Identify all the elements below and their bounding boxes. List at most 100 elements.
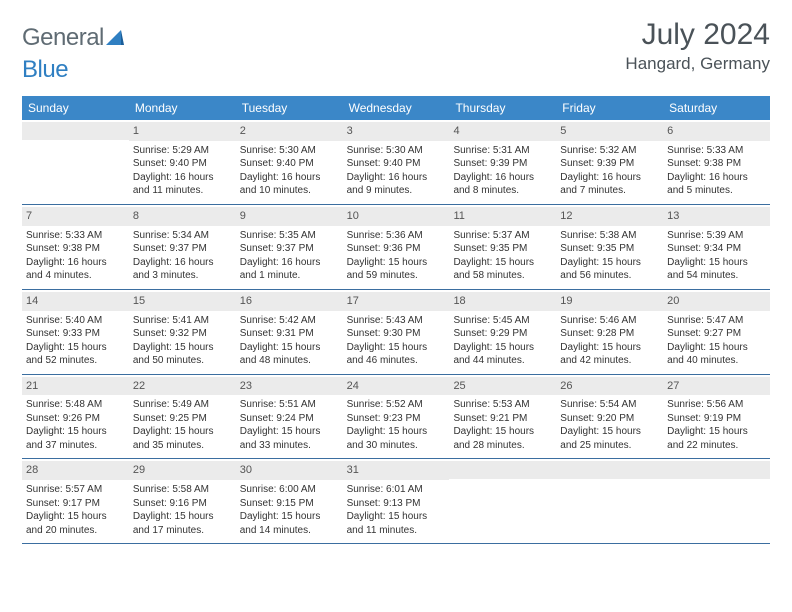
weeks-container: 1Sunrise: 5:29 AMSunset: 9:40 PMDaylight… <box>22 120 770 544</box>
sunset-text: Sunset: 9:21 PM <box>453 412 552 426</box>
day-cell <box>556 459 663 543</box>
sunset-text: Sunset: 9:28 PM <box>560 327 659 341</box>
daylight-text: Daylight: 15 hours and 58 minutes. <box>453 256 552 283</box>
sunrise-text: Sunrise: 5:53 AM <box>453 398 552 412</box>
sunrise-text: Sunrise: 5:30 AM <box>240 144 339 158</box>
day-cell: 7Sunrise: 5:33 AMSunset: 9:38 PMDaylight… <box>22 205 129 289</box>
day-number: 17 <box>343 292 450 311</box>
day-number: 11 <box>449 207 556 226</box>
daylight-text: Daylight: 15 hours and 28 minutes. <box>453 425 552 452</box>
sunset-text: Sunset: 9:35 PM <box>560 242 659 256</box>
day-cell: 9Sunrise: 5:35 AMSunset: 9:37 PMDaylight… <box>236 205 343 289</box>
dayhead-thursday: Thursday <box>449 96 556 120</box>
sunset-text: Sunset: 9:33 PM <box>26 327 125 341</box>
day-number: 9 <box>236 207 343 226</box>
daylight-text: Daylight: 15 hours and 35 minutes. <box>133 425 232 452</box>
day-cell: 2Sunrise: 5:30 AMSunset: 9:40 PMDaylight… <box>236 120 343 204</box>
day-cell: 11Sunrise: 5:37 AMSunset: 9:35 PMDayligh… <box>449 205 556 289</box>
day-number: 1 <box>129 122 236 141</box>
sunrise-text: Sunrise: 5:32 AM <box>560 144 659 158</box>
week-row: 7Sunrise: 5:33 AMSunset: 9:38 PMDaylight… <box>22 205 770 290</box>
day-number: 16 <box>236 292 343 311</box>
day-number: 18 <box>449 292 556 311</box>
week-row: 21Sunrise: 5:48 AMSunset: 9:26 PMDayligh… <box>22 375 770 460</box>
sunset-text: Sunset: 9:40 PM <box>240 157 339 171</box>
brand-logo: GeneralBlue <box>22 24 124 84</box>
day-cell: 20Sunrise: 5:47 AMSunset: 9:27 PMDayligh… <box>663 290 770 374</box>
sunrise-text: Sunrise: 5:48 AM <box>26 398 125 412</box>
sunset-text: Sunset: 9:34 PM <box>667 242 766 256</box>
day-number <box>663 461 770 479</box>
day-cell: 22Sunrise: 5:49 AMSunset: 9:25 PMDayligh… <box>129 375 236 459</box>
sunset-text: Sunset: 9:40 PM <box>133 157 232 171</box>
day-cell: 8Sunrise: 5:34 AMSunset: 9:37 PMDaylight… <box>129 205 236 289</box>
dayhead-monday: Monday <box>129 96 236 120</box>
sunset-text: Sunset: 9:13 PM <box>347 497 446 511</box>
sunset-text: Sunset: 9:23 PM <box>347 412 446 426</box>
sunset-text: Sunset: 9:24 PM <box>240 412 339 426</box>
daylight-text: Daylight: 15 hours and 59 minutes. <box>347 256 446 283</box>
calendar-page: GeneralBlue July 2024 Hangard, Germany S… <box>0 0 792 562</box>
week-row: 1Sunrise: 5:29 AMSunset: 9:40 PMDaylight… <box>22 120 770 205</box>
daylight-text: Daylight: 15 hours and 37 minutes. <box>26 425 125 452</box>
day-cell: 17Sunrise: 5:43 AMSunset: 9:30 PMDayligh… <box>343 290 450 374</box>
day-number: 15 <box>129 292 236 311</box>
daylight-text: Daylight: 15 hours and 42 minutes. <box>560 341 659 368</box>
day-number: 6 <box>663 122 770 141</box>
daylight-text: Daylight: 15 hours and 25 minutes. <box>560 425 659 452</box>
day-number: 21 <box>22 377 129 396</box>
sunrise-text: Sunrise: 5:43 AM <box>347 314 446 328</box>
sunrise-text: Sunrise: 5:29 AM <box>133 144 232 158</box>
daylight-text: Daylight: 16 hours and 5 minutes. <box>667 171 766 198</box>
day-number <box>556 461 663 479</box>
day-cell: 12Sunrise: 5:38 AMSunset: 9:35 PMDayligh… <box>556 205 663 289</box>
daylight-text: Daylight: 16 hours and 8 minutes. <box>453 171 552 198</box>
sunrise-text: Sunrise: 5:51 AM <box>240 398 339 412</box>
sunrise-text: Sunrise: 5:46 AM <box>560 314 659 328</box>
sunrise-text: Sunrise: 5:33 AM <box>26 229 125 243</box>
sunset-text: Sunset: 9:39 PM <box>453 157 552 171</box>
day-cell: 5Sunrise: 5:32 AMSunset: 9:39 PMDaylight… <box>556 120 663 204</box>
calendar-grid: Sunday Monday Tuesday Wednesday Thursday… <box>22 96 770 544</box>
sunset-text: Sunset: 9:19 PM <box>667 412 766 426</box>
day-number: 20 <box>663 292 770 311</box>
day-cell: 23Sunrise: 5:51 AMSunset: 9:24 PMDayligh… <box>236 375 343 459</box>
sunrise-text: Sunrise: 5:45 AM <box>453 314 552 328</box>
sunset-text: Sunset: 9:25 PM <box>133 412 232 426</box>
brand-text: GeneralBlue <box>22 24 124 84</box>
daylight-text: Daylight: 15 hours and 44 minutes. <box>453 341 552 368</box>
sail-icon <box>106 24 124 52</box>
sunrise-text: Sunrise: 5:36 AM <box>347 229 446 243</box>
daylight-text: Daylight: 15 hours and 14 minutes. <box>240 510 339 537</box>
sunrise-text: Sunrise: 5:57 AM <box>26 483 125 497</box>
day-cell: 10Sunrise: 5:36 AMSunset: 9:36 PMDayligh… <box>343 205 450 289</box>
page-subtitle: Hangard, Germany <box>625 54 770 74</box>
sunrise-text: Sunrise: 5:47 AM <box>667 314 766 328</box>
day-cell: 21Sunrise: 5:48 AMSunset: 9:26 PMDayligh… <box>22 375 129 459</box>
daylight-text: Daylight: 15 hours and 56 minutes. <box>560 256 659 283</box>
sunrise-text: Sunrise: 5:35 AM <box>240 229 339 243</box>
day-cell: 13Sunrise: 5:39 AMSunset: 9:34 PMDayligh… <box>663 205 770 289</box>
daylight-text: Daylight: 16 hours and 1 minute. <box>240 256 339 283</box>
day-cell <box>22 120 129 204</box>
sunset-text: Sunset: 9:32 PM <box>133 327 232 341</box>
sunrise-text: Sunrise: 6:01 AM <box>347 483 446 497</box>
sunrise-text: Sunrise: 5:40 AM <box>26 314 125 328</box>
dayhead-saturday: Saturday <box>663 96 770 120</box>
day-cell: 1Sunrise: 5:29 AMSunset: 9:40 PMDaylight… <box>129 120 236 204</box>
day-cell: 18Sunrise: 5:45 AMSunset: 9:29 PMDayligh… <box>449 290 556 374</box>
sunrise-text: Sunrise: 5:42 AM <box>240 314 339 328</box>
day-cell: 29Sunrise: 5:58 AMSunset: 9:16 PMDayligh… <box>129 459 236 543</box>
sunrise-text: Sunrise: 5:31 AM <box>453 144 552 158</box>
daylight-text: Daylight: 16 hours and 7 minutes. <box>560 171 659 198</box>
daylight-text: Daylight: 15 hours and 22 minutes. <box>667 425 766 452</box>
dayhead-sunday: Sunday <box>22 96 129 120</box>
day-cell: 26Sunrise: 5:54 AMSunset: 9:20 PMDayligh… <box>556 375 663 459</box>
day-cell <box>449 459 556 543</box>
day-number <box>449 461 556 479</box>
day-number: 29 <box>129 461 236 480</box>
daylight-text: Daylight: 15 hours and 11 minutes. <box>347 510 446 537</box>
day-cell: 25Sunrise: 5:53 AMSunset: 9:21 PMDayligh… <box>449 375 556 459</box>
day-number: 8 <box>129 207 236 226</box>
day-number <box>22 122 129 140</box>
